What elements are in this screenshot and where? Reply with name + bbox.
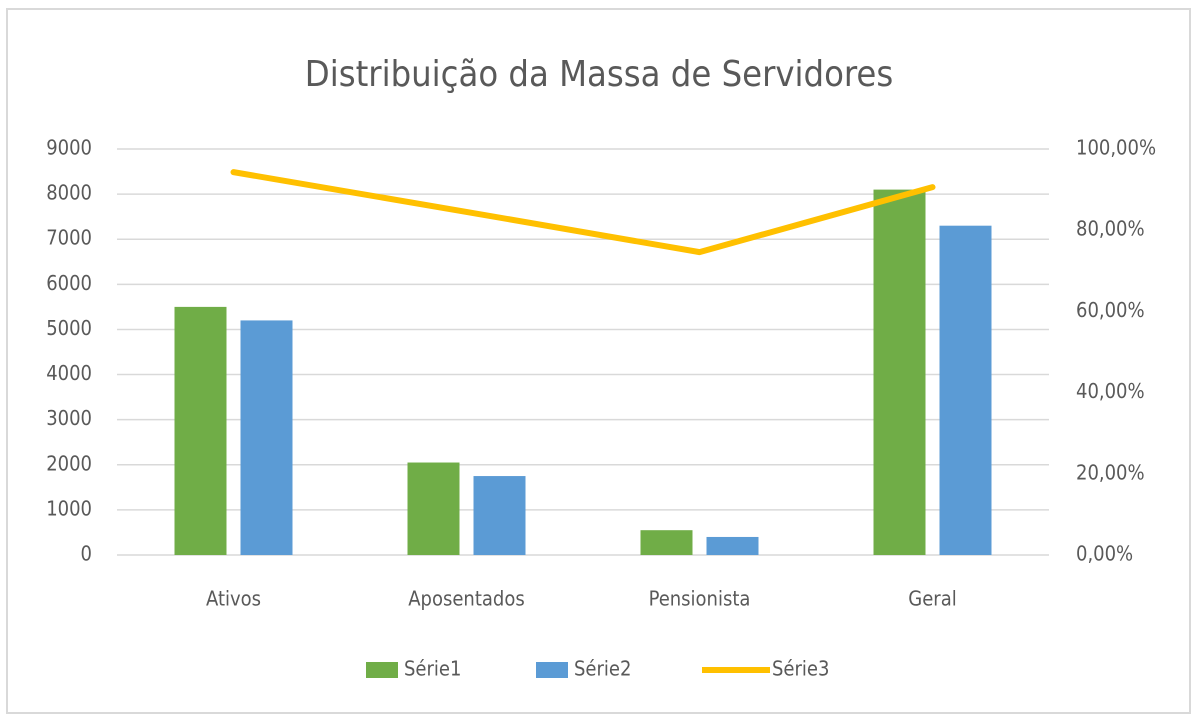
- x-tick-label: Pensionista: [649, 587, 751, 611]
- legend-label: Série1: [404, 657, 461, 681]
- y2-tick-label: 100,00%: [1076, 136, 1156, 160]
- y-tick-label: 5000: [46, 316, 92, 340]
- y2-tick-label: 0,00%: [1076, 542, 1133, 566]
- y-tick-label: 3000: [46, 406, 92, 430]
- legend-label: Série2: [574, 657, 631, 681]
- legend-swatch: [366, 662, 398, 678]
- bar: [473, 476, 526, 555]
- y2-tick-label: 60,00%: [1076, 298, 1145, 322]
- legend-label: Série3: [772, 657, 829, 681]
- y2-tick-label: 80,00%: [1076, 217, 1145, 241]
- y-tick-label: 7000: [46, 226, 92, 250]
- x-tick-label: Aposentados: [408, 587, 524, 611]
- y2-tick-label: 20,00%: [1076, 460, 1145, 484]
- y-tick-label: 0: [81, 542, 92, 566]
- y-tick-label: 8000: [46, 181, 92, 205]
- y-tick-label: 4000: [46, 361, 92, 385]
- bar: [873, 189, 926, 555]
- y2-tick-label: 40,00%: [1076, 379, 1145, 403]
- legend-swatch: [536, 662, 568, 678]
- x-tick-label: Ativos: [206, 587, 261, 611]
- y-tick-label: 2000: [46, 451, 92, 475]
- bar: [174, 306, 227, 555]
- y-tick-label: 1000: [46, 496, 92, 520]
- bar: [706, 536, 759, 555]
- y-tick-label: 9000: [46, 136, 92, 160]
- bar: [407, 462, 460, 555]
- bar: [640, 530, 693, 555]
- bar: [240, 320, 293, 555]
- y-tick-label: 6000: [46, 271, 92, 295]
- chart-title: Distribuição da Massa de Servidores: [305, 54, 893, 95]
- line-series: [230, 169, 936, 256]
- x-tick-label: Geral: [908, 587, 956, 611]
- bar: [939, 225, 992, 555]
